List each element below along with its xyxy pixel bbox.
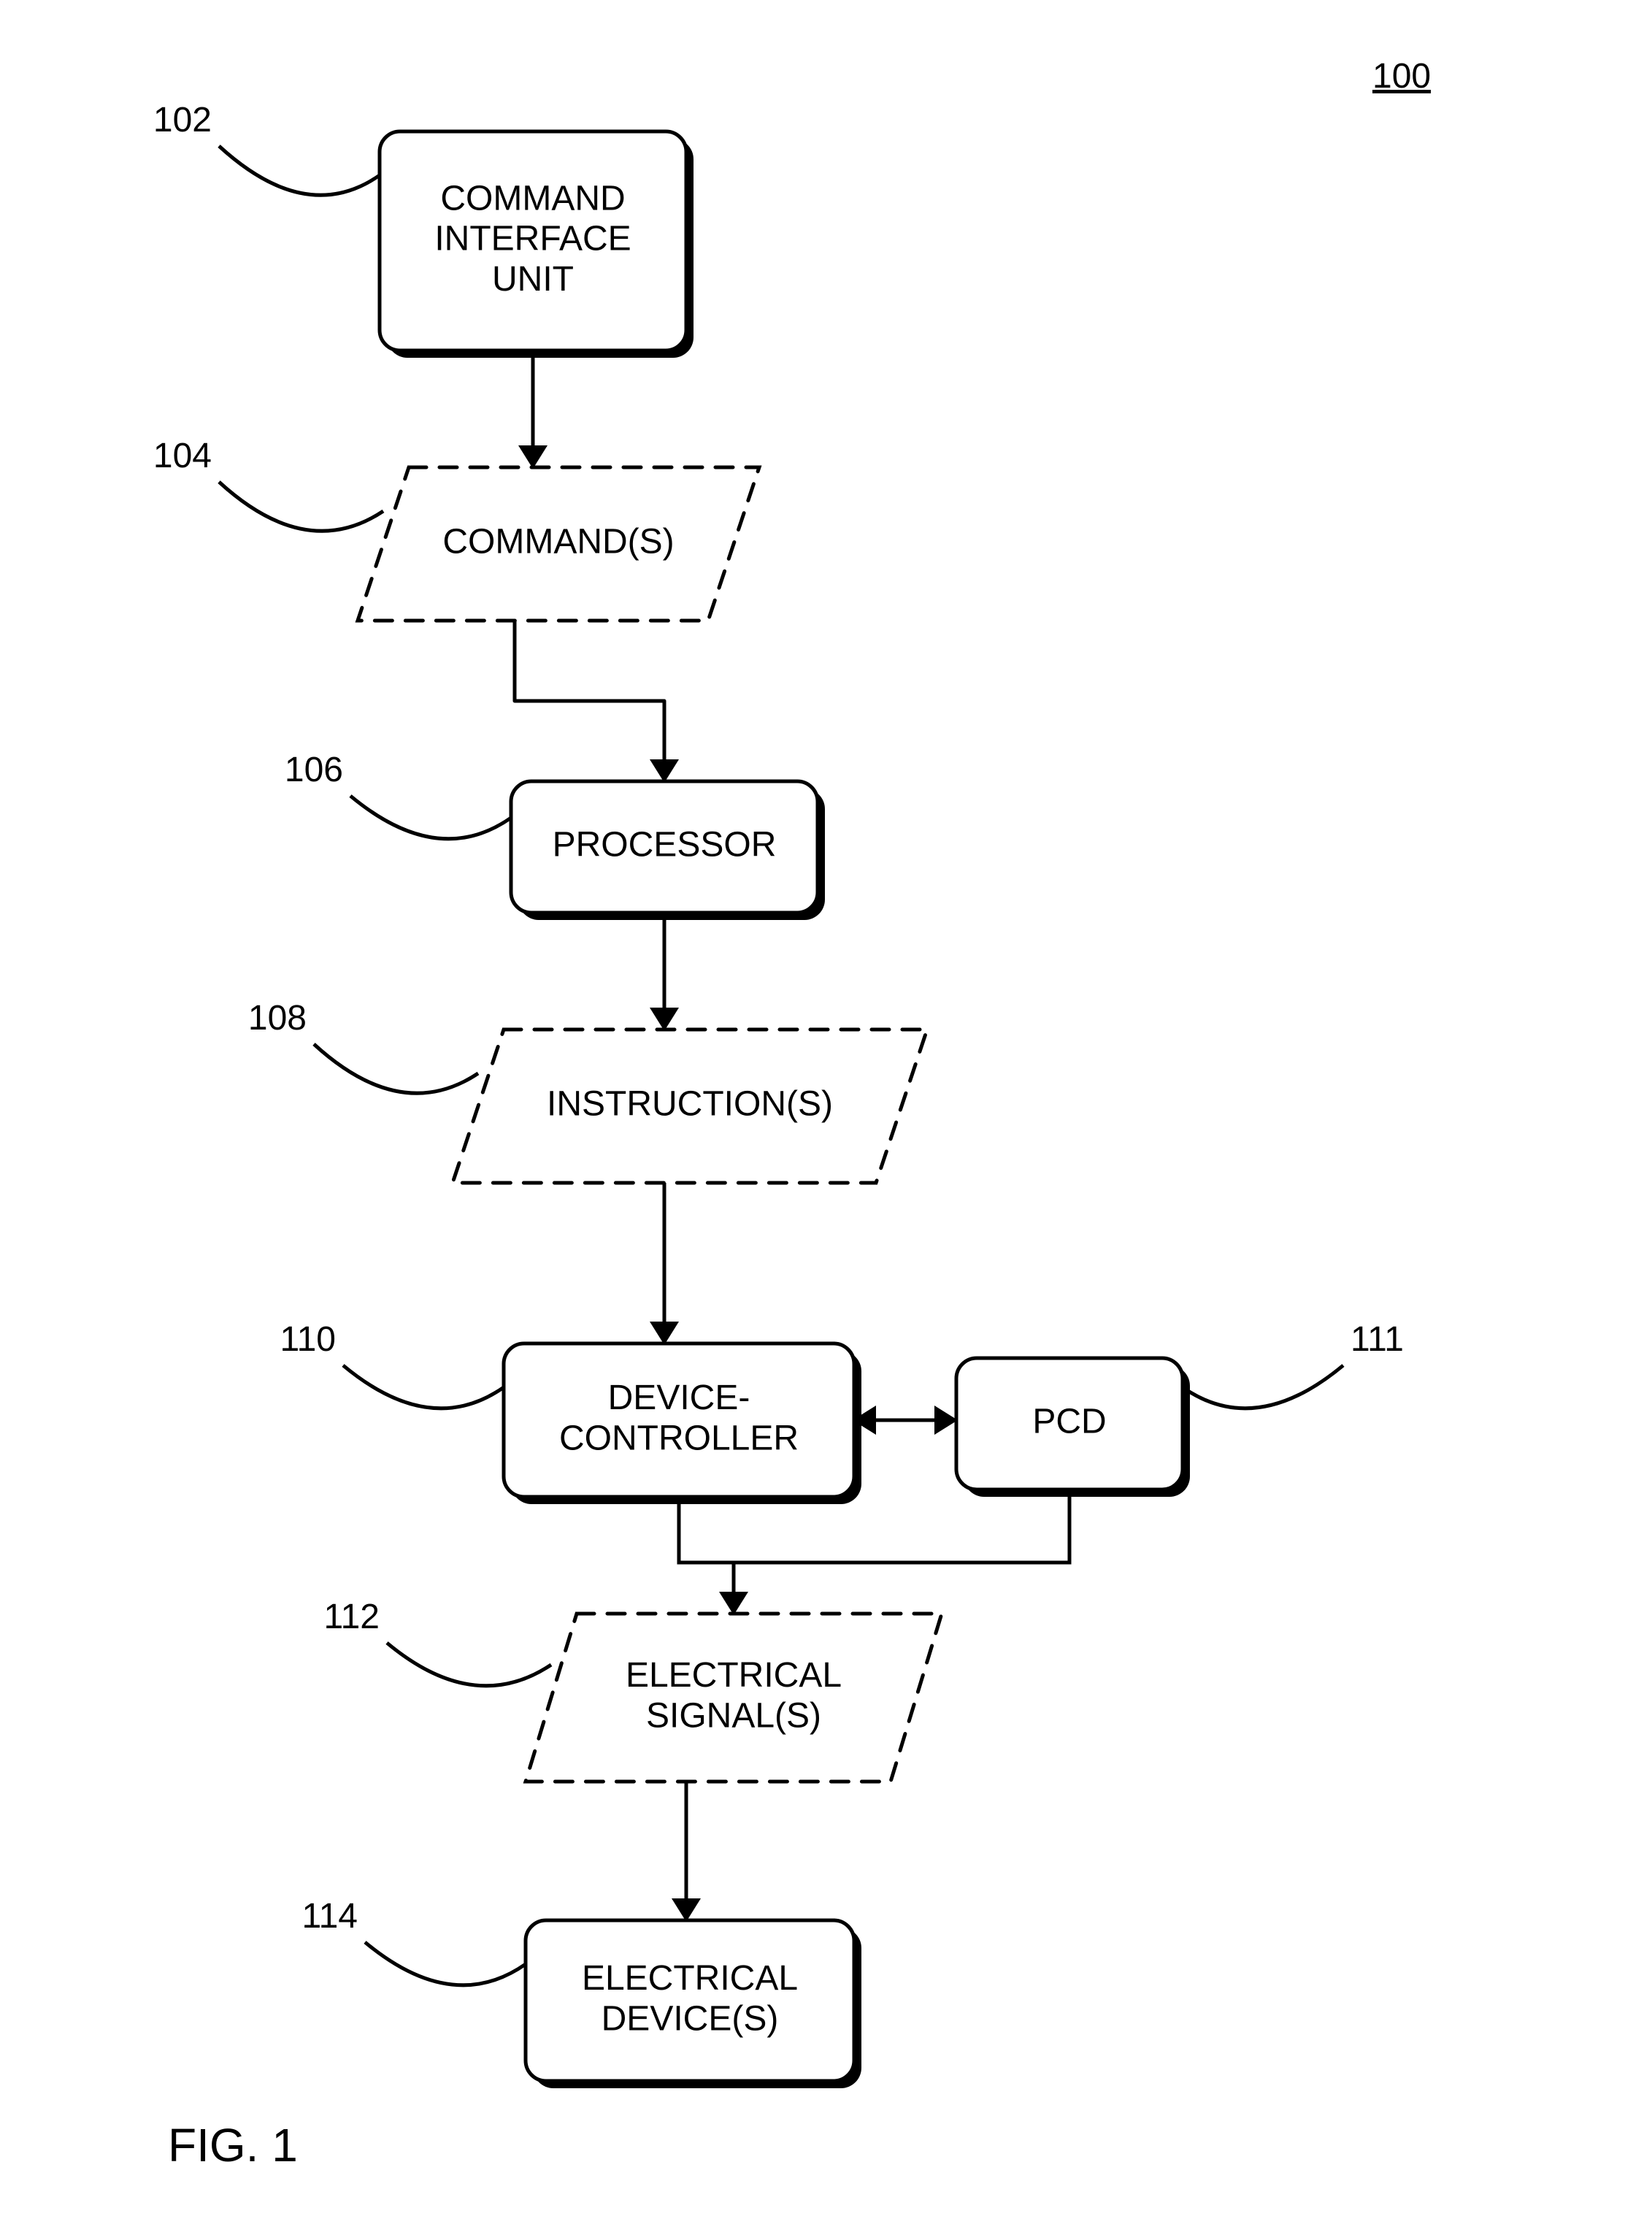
node-112: ELECTRICALSIGNAL(S) 112 (323, 1598, 942, 1782)
ref-112: 112 (323, 1598, 380, 1636)
node-108: INSTRUCTION(S) 108 (248, 999, 927, 1183)
ref-102: 102 (153, 101, 212, 139)
node-102: COMMANDINTERFACEUNIT 102 (153, 101, 694, 358)
node-110: DEVICE-CONTROLLER 110 (280, 1320, 861, 1504)
figure-label: FIG. 1 (168, 2119, 298, 2171)
node-label: SIGNAL(S) (646, 1696, 821, 1735)
ref-111: 111 (1351, 1320, 1404, 1359)
node-label: INSTRUCTION(S) (547, 1085, 833, 1124)
diagram-ref: 100 (1372, 57, 1431, 96)
node-label: DEVICE(S) (602, 1999, 779, 2038)
node-106: PROCESSOR 106 (285, 751, 825, 920)
node-114: ELECTRICALDEVICE(S) 114 (301, 1897, 861, 2088)
node-label: ELECTRICAL (626, 1656, 842, 1695)
node-111: PCD 111 (956, 1320, 1404, 1497)
ref-114: 114 (301, 1897, 358, 1936)
node-label: DEVICE- (608, 1379, 750, 1417)
node-104: COMMAND(S) 104 (153, 437, 759, 621)
node-label: PCD (1032, 1403, 1106, 1441)
node-label: CONTROLLER (559, 1419, 799, 1457)
edge-e67 (679, 1497, 1069, 1614)
node-label: UNIT (492, 260, 574, 299)
ref-108: 108 (248, 999, 307, 1038)
node-label: ELECTRICAL (582, 1959, 798, 1998)
ref-106: 106 (285, 751, 343, 789)
node-label: INTERFACE (434, 220, 631, 258)
node-label: COMMAND(S) (442, 523, 674, 561)
flowchart-canvas: COMMANDINTERFACEUNIT 102 COMMAND(S) 104 PROC… (0, 0, 1652, 2235)
node-label: COMMAND (440, 179, 625, 218)
edge-e2 (515, 621, 664, 781)
ref-104: 104 (153, 437, 212, 475)
node-label: PROCESSOR (553, 826, 777, 865)
ref-110: 110 (280, 1320, 336, 1359)
